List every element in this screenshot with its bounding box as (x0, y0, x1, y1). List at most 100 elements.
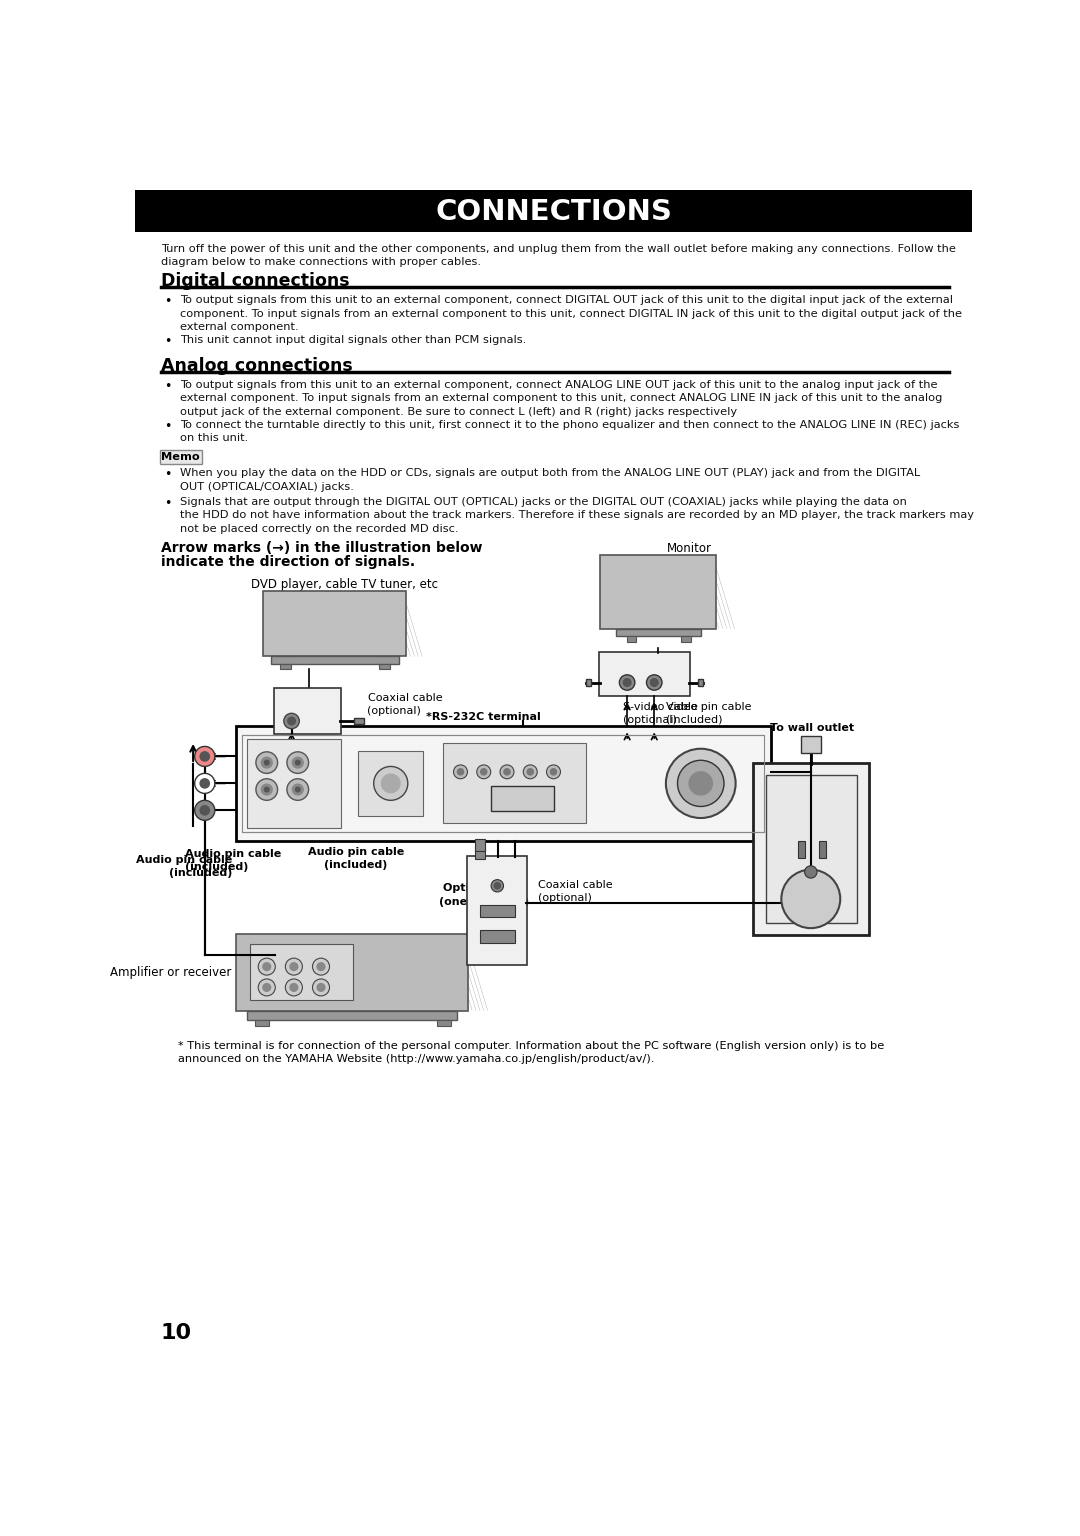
Circle shape (291, 983, 298, 991)
Circle shape (296, 760, 300, 765)
Circle shape (262, 983, 271, 991)
Text: S-video cable
(optional): S-video cable (optional) (623, 702, 698, 725)
Text: Amplifier or receiver: Amplifier or receiver (110, 966, 232, 978)
FancyBboxPatch shape (480, 905, 515, 917)
Text: Audio pin cable
(included): Audio pin cable (included) (136, 856, 232, 879)
Text: Monitor: Monitor (666, 542, 712, 556)
Text: announced on the YAMAHA Website (http://www.yamaha.co.jp/english/product/av/).: announced on the YAMAHA Website (http://… (177, 1054, 654, 1063)
Text: Arrow marks (→) in the illustration below: Arrow marks (→) in the illustration belo… (161, 541, 482, 554)
Circle shape (500, 765, 514, 779)
FancyBboxPatch shape (160, 450, 202, 464)
FancyBboxPatch shape (699, 679, 703, 685)
FancyBboxPatch shape (255, 1020, 269, 1026)
Text: When you play the data on the HDD or CDs, signals are output both from the ANALO: When you play the data on the HDD or CDs… (180, 468, 920, 492)
FancyBboxPatch shape (262, 591, 406, 656)
FancyBboxPatch shape (627, 636, 636, 642)
FancyBboxPatch shape (599, 653, 690, 696)
Text: •: • (164, 496, 172, 510)
Text: DIGITAL: DIGITAL (294, 694, 321, 700)
Text: Coaxial cable
(optional): Coaxial cable (optional) (367, 693, 442, 716)
FancyBboxPatch shape (444, 743, 586, 823)
Text: •: • (164, 295, 172, 309)
FancyBboxPatch shape (437, 1020, 451, 1026)
Circle shape (285, 958, 302, 975)
FancyBboxPatch shape (468, 856, 527, 965)
Text: Video pin cable
(included): Video pin cable (included) (666, 702, 752, 725)
Circle shape (284, 713, 299, 728)
Text: OUTPUT: OUTPUT (294, 702, 322, 708)
Circle shape (527, 768, 534, 774)
Bar (135, 190, 972, 232)
Circle shape (677, 760, 724, 806)
Text: OPTICAL: OPTICAL (484, 897, 511, 902)
Text: S VIDEO   VIDEO: S VIDEO VIDEO (619, 664, 671, 670)
Text: To wall outlet: To wall outlet (770, 723, 853, 733)
FancyBboxPatch shape (354, 717, 364, 723)
Circle shape (287, 717, 296, 725)
Circle shape (647, 674, 662, 690)
Circle shape (476, 765, 490, 779)
Circle shape (194, 746, 215, 766)
Circle shape (265, 760, 269, 765)
Circle shape (291, 963, 298, 971)
Circle shape (261, 757, 272, 768)
Circle shape (504, 768, 510, 774)
Text: Coaxial cable
(optional): Coaxial cable (optional) (538, 880, 612, 903)
Circle shape (285, 978, 302, 995)
Text: *RS-232C terminal: *RS-232C terminal (427, 711, 541, 722)
FancyBboxPatch shape (271, 656, 399, 664)
Circle shape (689, 771, 713, 796)
Text: OPTICAL: OPTICAL (484, 922, 511, 928)
FancyBboxPatch shape (235, 934, 469, 1011)
Circle shape (258, 958, 275, 975)
Text: To connect the turntable directly to this unit, first connect it to the phono eq: To connect the turntable directly to thi… (180, 419, 959, 444)
FancyBboxPatch shape (798, 842, 806, 859)
Circle shape (481, 768, 487, 774)
Circle shape (287, 751, 309, 773)
Circle shape (381, 774, 400, 793)
FancyBboxPatch shape (800, 736, 821, 753)
Circle shape (200, 806, 210, 816)
Circle shape (524, 765, 537, 779)
Circle shape (256, 779, 278, 800)
FancyBboxPatch shape (681, 636, 691, 642)
Circle shape (374, 766, 408, 800)
Circle shape (312, 978, 329, 995)
Text: Optical cable
(one included): Optical cable (one included) (438, 883, 529, 906)
Text: VIDEO IN: VIDEO IN (629, 657, 660, 664)
Text: DIGITAL
OUTPUT: DIGITAL OUTPUT (485, 948, 510, 958)
FancyBboxPatch shape (359, 751, 423, 816)
FancyBboxPatch shape (246, 739, 341, 828)
Circle shape (287, 779, 309, 800)
Text: •: • (164, 379, 172, 393)
Circle shape (666, 748, 735, 819)
Circle shape (258, 978, 275, 995)
FancyBboxPatch shape (475, 846, 485, 859)
FancyBboxPatch shape (490, 786, 554, 811)
Text: COAXIAL: COAXIAL (484, 877, 511, 882)
Circle shape (623, 679, 631, 687)
Circle shape (262, 963, 271, 971)
Text: OUT  IN: OUT IN (252, 753, 278, 759)
Text: This unit cannot input digital signals other than PCM signals.: This unit cannot input digital signals o… (180, 335, 526, 346)
Text: INPUT: INPUT (487, 868, 508, 874)
FancyBboxPatch shape (280, 664, 291, 670)
Circle shape (261, 785, 272, 796)
Text: DVD player, cable TV tuner, etc: DVD player, cable TV tuner, etc (251, 578, 437, 591)
Text: Audio pin cable
(included): Audio pin cable (included) (186, 849, 282, 872)
FancyBboxPatch shape (586, 679, 591, 685)
Circle shape (296, 788, 300, 793)
Circle shape (805, 866, 816, 879)
FancyBboxPatch shape (247, 1011, 457, 1020)
Text: •: • (164, 468, 172, 481)
Circle shape (454, 765, 468, 779)
Circle shape (312, 958, 329, 975)
Circle shape (194, 773, 215, 794)
Circle shape (194, 800, 215, 820)
Circle shape (318, 963, 325, 971)
FancyBboxPatch shape (480, 931, 515, 943)
Circle shape (495, 883, 500, 889)
Text: To output signals from this unit to an external component, connect ANALOG LINE O: To output signals from this unit to an e… (180, 379, 943, 418)
Circle shape (458, 768, 463, 774)
Text: Audio pin cable
(included): Audio pin cable (included) (308, 848, 404, 871)
